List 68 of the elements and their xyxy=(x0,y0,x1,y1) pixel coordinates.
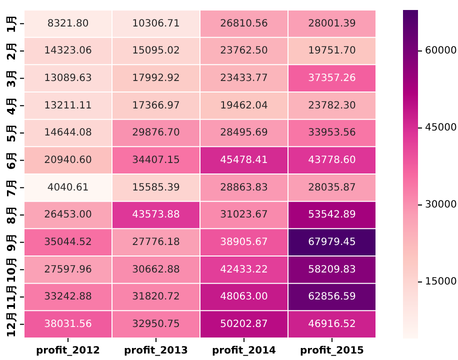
y-tick-label: 9月 xyxy=(4,233,18,252)
data-label: 27597.96 xyxy=(44,264,92,276)
data-label: 67979.45 xyxy=(308,236,356,248)
data-label: 31023.67 xyxy=(220,210,268,221)
data-label: 28863.83 xyxy=(220,182,268,194)
data-label: 31820.72 xyxy=(132,292,180,303)
data-label: 26453.00 xyxy=(44,210,92,221)
x-tick-label: profit_2012 xyxy=(36,346,100,357)
color-bar-label: 45000 xyxy=(425,122,457,134)
data-label: 28035.87 xyxy=(308,182,356,194)
y-tick-label: 7月 xyxy=(4,178,18,197)
data-label: 62856.59 xyxy=(308,292,356,303)
data-label: 33242.88 xyxy=(44,292,92,303)
data-label: 17366.97 xyxy=(132,100,180,112)
data-label: 13211.11 xyxy=(44,100,92,112)
data-label: 34407.15 xyxy=(132,154,180,166)
x-tick-label: profit_2013 xyxy=(124,346,188,357)
data-label: 19751.70 xyxy=(308,46,356,57)
data-label: 20940.60 xyxy=(44,154,92,166)
y-tick-label: 1月 xyxy=(4,14,18,33)
data-label: 15095.02 xyxy=(132,46,180,57)
data-label: 43778.60 xyxy=(308,154,356,166)
data-label: 53542.89 xyxy=(308,210,356,221)
data-label: 58209.83 xyxy=(308,264,356,276)
data-label: 13089.63 xyxy=(44,72,92,84)
data-label: 35044.52 xyxy=(44,236,92,248)
data-label: 38031.56 xyxy=(44,318,92,330)
data-label: 32950.75 xyxy=(132,318,180,330)
data-label: 23433.77 xyxy=(220,72,268,84)
y-tick-label: 2月 xyxy=(4,42,18,60)
x-tick-label: profit_2014 xyxy=(212,346,276,357)
y-tick-label: 6月 xyxy=(4,151,18,170)
data-label: 48063.00 xyxy=(220,292,268,303)
data-label: 50202.87 xyxy=(220,318,268,330)
data-label: 33953.56 xyxy=(308,128,356,139)
y-tick-label: 8月 xyxy=(4,206,18,224)
data-label: 27776.18 xyxy=(132,236,180,248)
y-tick-label: 12月 xyxy=(4,311,18,338)
y-tick-label: 10月 xyxy=(4,256,18,283)
y-tick-label: 11月 xyxy=(4,284,18,310)
data-label: 8321.80 xyxy=(47,18,89,30)
data-label: 23762.50 xyxy=(220,46,268,57)
data-label: 19462.04 xyxy=(220,100,268,112)
data-label: 4040.61 xyxy=(47,182,89,194)
data-label: 14323.06 xyxy=(44,46,92,57)
color-bar-label: 15000 xyxy=(425,276,457,288)
y-tick-label: 4月 xyxy=(4,96,18,115)
data-label: 23782.30 xyxy=(308,100,356,112)
color-bar-label: 60000 xyxy=(425,46,457,57)
data-label: 46916.52 xyxy=(308,318,356,330)
data-label: 17992.92 xyxy=(132,72,180,84)
data-label: 28495.69 xyxy=(220,128,268,139)
data-label: 29876.70 xyxy=(132,128,180,139)
y-tick-label: 5月 xyxy=(4,124,18,142)
data-label: 37357.26 xyxy=(308,72,356,84)
data-label: 28001.39 xyxy=(308,18,356,30)
data-label: 30662.88 xyxy=(132,264,180,276)
data-label: 15585.39 xyxy=(132,182,180,194)
data-label: 10306.71 xyxy=(132,18,180,30)
data-label: 43573.88 xyxy=(132,210,180,221)
color-bar-label: 30000 xyxy=(425,199,457,210)
data-label: 45478.41 xyxy=(220,154,268,166)
data-label: 14644.08 xyxy=(44,128,92,139)
data-label: 38905.67 xyxy=(220,236,268,248)
x-tick-label: profit_2015 xyxy=(300,346,364,357)
data-label: 42433.22 xyxy=(220,264,268,276)
data-label: 26810.56 xyxy=(220,18,268,30)
y-tick-label: 3月 xyxy=(4,69,18,88)
